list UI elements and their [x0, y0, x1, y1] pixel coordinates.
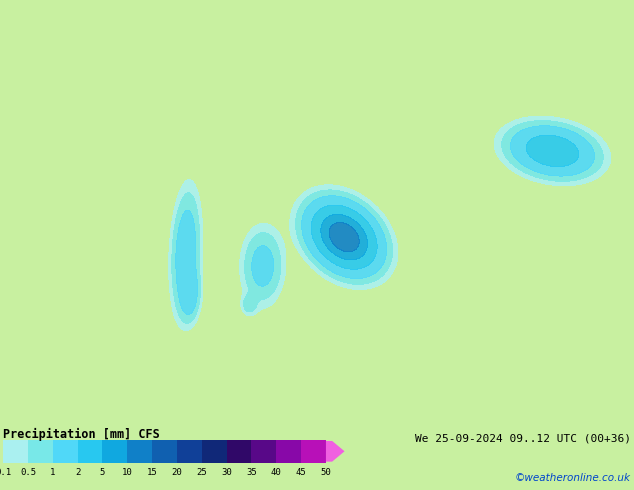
Bar [301, 440, 326, 463]
Text: 0.1: 0.1 [0, 468, 11, 477]
Text: Precipitation [mm] CFS: Precipitation [mm] CFS [3, 428, 160, 441]
Bar [28, 440, 53, 463]
Text: We 25-09-2024 09..12 UTC (00+36): We 25-09-2024 09..12 UTC (00+36) [415, 434, 631, 443]
Bar [103, 440, 127, 463]
Text: 50: 50 [321, 468, 332, 477]
Bar [3, 440, 28, 463]
Text: 30: 30 [221, 468, 232, 477]
Bar [177, 440, 202, 463]
Bar [226, 440, 252, 463]
Bar [77, 440, 103, 463]
Text: 45: 45 [295, 468, 306, 477]
Text: 40: 40 [271, 468, 281, 477]
Bar [127, 440, 152, 463]
Text: 2: 2 [75, 468, 81, 477]
Bar [276, 440, 301, 463]
Bar [252, 440, 276, 463]
Bar [53, 440, 77, 463]
Text: 20: 20 [172, 468, 183, 477]
Text: 0.5: 0.5 [20, 468, 36, 477]
Text: 5: 5 [100, 468, 105, 477]
FancyArrow shape [326, 441, 344, 462]
Bar [202, 440, 226, 463]
Text: 25: 25 [197, 468, 207, 477]
Text: 1: 1 [50, 468, 56, 477]
Text: 10: 10 [122, 468, 133, 477]
Bar [152, 440, 177, 463]
Text: 15: 15 [146, 468, 157, 477]
Text: 35: 35 [246, 468, 257, 477]
Text: ©weatheronline.co.uk: ©weatheronline.co.uk [515, 473, 631, 483]
